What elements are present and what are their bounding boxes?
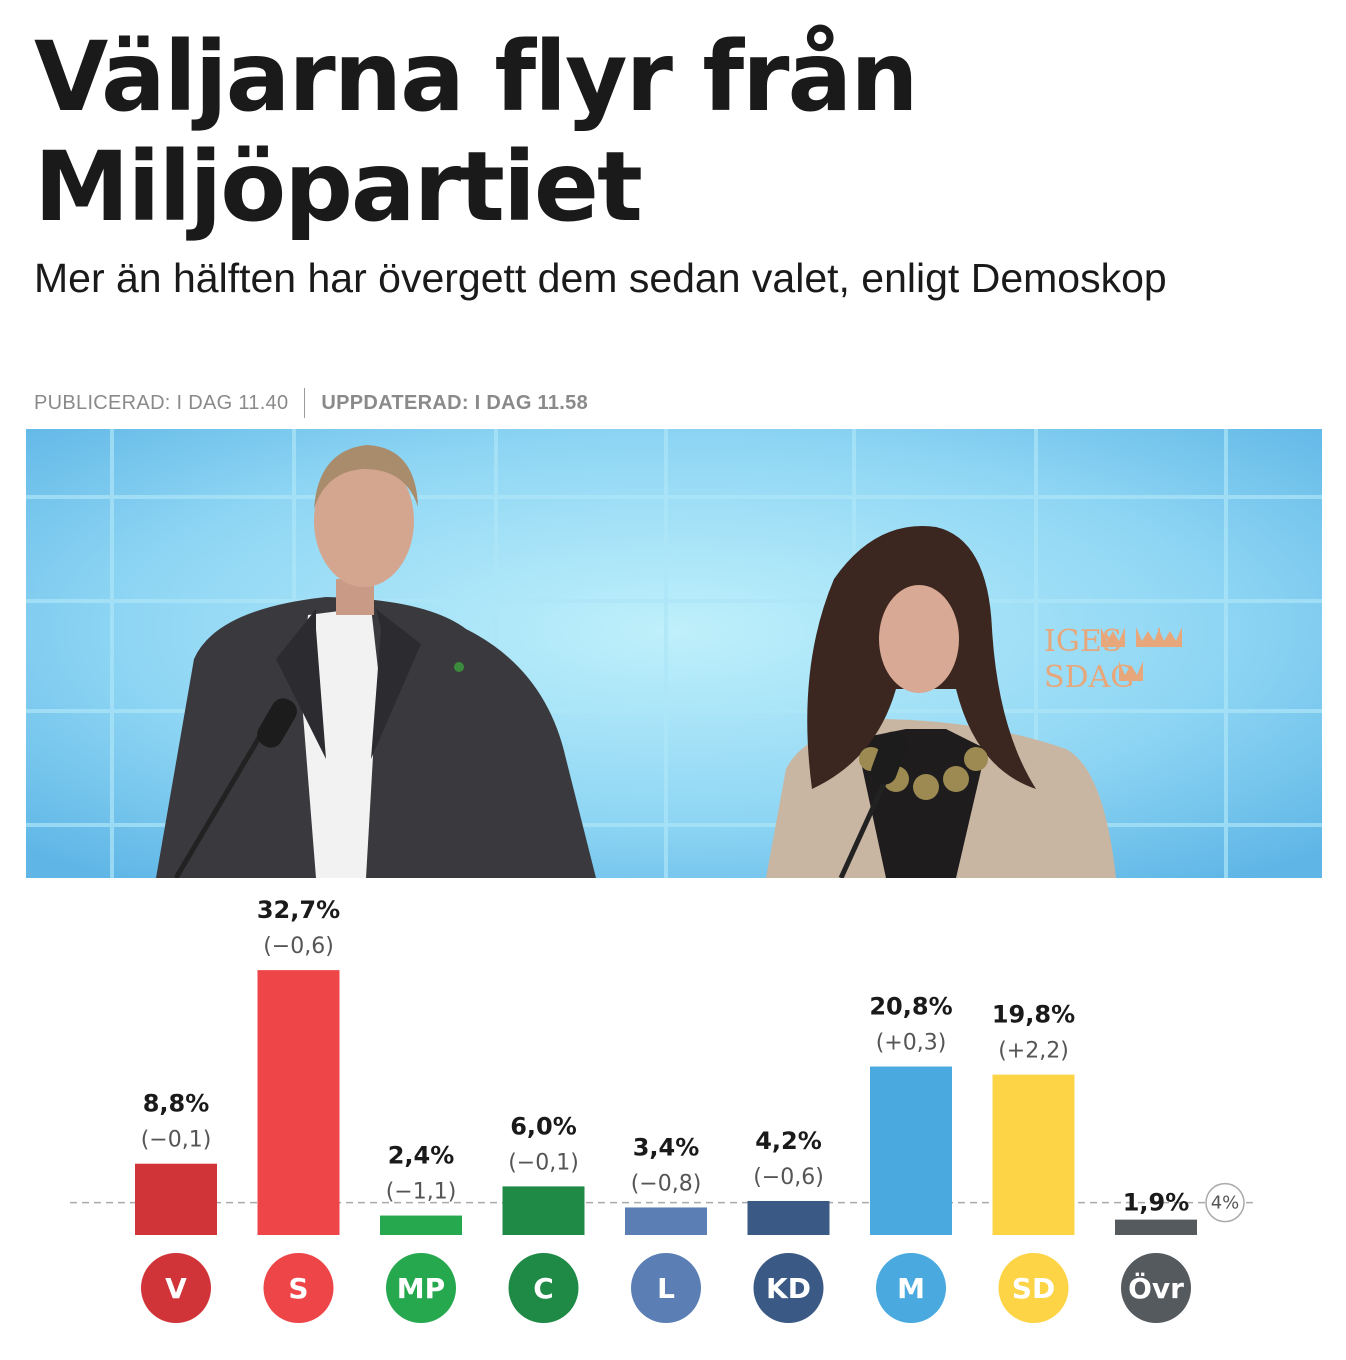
- party-badge-sd: [998, 1253, 1069, 1323]
- party-label-l: L: [657, 1272, 675, 1305]
- threshold-label: 4%: [1211, 1193, 1240, 1214]
- updated-time: UPPDATERAD: I DAG 11.58: [321, 391, 588, 414]
- article-meta: PUBLICERAD: I DAG 11.40 UPPDATERAD: I DA…: [34, 388, 588, 418]
- change-label-kd: (−0,6): [753, 1165, 824, 1190]
- hero-photo-illustration: IGES SDAG: [26, 429, 1322, 878]
- change-label-mp: (−1,1): [386, 1180, 457, 1205]
- change-label-m: (+0,3): [876, 1031, 947, 1056]
- change-label-s: (−0,6): [263, 934, 334, 959]
- party-label-mp: MP: [397, 1272, 445, 1305]
- change-label-c: (−0,1): [508, 1150, 579, 1175]
- bar-mp: [380, 1215, 462, 1235]
- bar-s: [257, 970, 340, 1235]
- party-badge-l: [631, 1253, 701, 1323]
- headline: Väljarna flyr från Miljöpartiet: [34, 21, 919, 243]
- meta-divider: [304, 388, 306, 418]
- party-label-v: V: [165, 1272, 187, 1305]
- change-label-v: (−0,1): [141, 1128, 212, 1153]
- party-badge-mp: [386, 1253, 456, 1323]
- bar-c: [502, 1186, 585, 1235]
- party-badge-c: [508, 1253, 579, 1323]
- party-label-m: M: [897, 1272, 925, 1305]
- party-label-sd: SD: [1012, 1272, 1055, 1305]
- party-badge-kd: [753, 1253, 824, 1323]
- man-figure: [156, 445, 596, 878]
- threshold-badge: [1205, 1182, 1245, 1223]
- value-label-m: 20,8%: [869, 993, 952, 1021]
- party-label-kd: KD: [766, 1272, 811, 1305]
- hero-photo: IGES SDAG: [26, 429, 1322, 878]
- party-badge-övr: [1121, 1253, 1191, 1323]
- bar-l: [625, 1207, 707, 1235]
- woman-figure: [766, 526, 1116, 878]
- value-label-övr: 1,9%: [1123, 1189, 1190, 1217]
- bar-sd: [992, 1074, 1075, 1235]
- value-label-s: 32,7%: [257, 896, 340, 924]
- published-time: PUBLICERAD: I DAG 11.40: [34, 391, 289, 414]
- crowns-icon: [1101, 627, 1182, 681]
- bar-övr: [1115, 1219, 1197, 1235]
- party-badge-m: [876, 1253, 946, 1323]
- poll-bar-chart: 8,8% (−0,1) V 32,7% (−0,6) S 2,4% (−1,1) MP 6,0% (…: [70, 896, 1258, 1323]
- bar-m: [870, 1066, 952, 1235]
- subtitle: Mer än hälften har övergett dem sedan va…: [34, 255, 1167, 301]
- value-label-c: 6,0%: [510, 1112, 577, 1140]
- change-label-l: (−0,8): [631, 1171, 702, 1196]
- value-label-kd: 4,2%: [755, 1127, 822, 1155]
- bar-v: [135, 1163, 217, 1235]
- party-badge-v: [141, 1253, 211, 1323]
- riksdag-logo: IGES SDAG: [1044, 624, 1182, 695]
- value-label-mp: 2,4%: [388, 1142, 455, 1170]
- party-label-s: S: [288, 1272, 308, 1305]
- party-badge-s: [263, 1253, 334, 1323]
- change-label-sd: (+2,2): [998, 1039, 1069, 1064]
- value-label-l: 3,4%: [633, 1133, 700, 1161]
- party-label-övr: Övr: [1128, 1271, 1184, 1305]
- value-label-sd: 19,8%: [992, 1001, 1075, 1029]
- bar-kd: [747, 1200, 830, 1235]
- value-label-v: 8,8%: [143, 1090, 210, 1118]
- party-label-c: C: [533, 1272, 554, 1305]
